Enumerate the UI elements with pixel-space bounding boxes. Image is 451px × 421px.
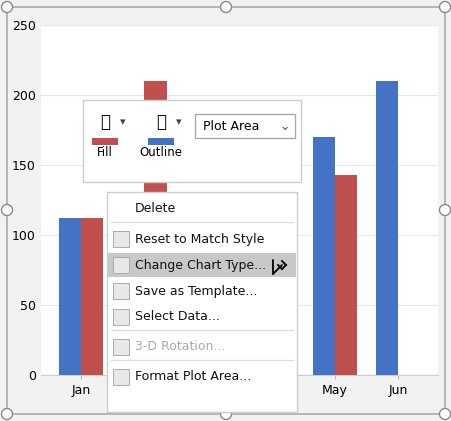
Bar — [113, 257, 129, 273]
Text: Fill: Fill — [97, 146, 113, 158]
Circle shape — [1, 408, 13, 419]
Circle shape — [220, 2, 231, 13]
Bar — [113, 339, 129, 355]
Text: ⌄: ⌄ — [279, 120, 290, 133]
Text: Reset to Match Style: Reset to Match Style — [135, 232, 264, 245]
Text: Save as Template...: Save as Template... — [135, 285, 257, 298]
Bar — [147, 138, 174, 145]
Bar — [249, 280, 271, 375]
Text: 3-D Rotation...: 3-D Rotation... — [135, 341, 225, 354]
Bar — [113, 283, 129, 299]
Text: Select Data...: Select Data... — [135, 311, 219, 323]
Circle shape — [438, 408, 450, 419]
Bar — [113, 309, 129, 325]
Text: 🖊: 🖊 — [156, 113, 166, 131]
Text: 🪣: 🪣 — [100, 113, 110, 131]
Bar — [334, 175, 356, 375]
Bar — [113, 369, 129, 385]
FancyBboxPatch shape — [83, 100, 300, 182]
Bar — [108, 253, 295, 277]
Bar — [122, 280, 144, 375]
Text: Change Chart Type...: Change Chart Type... — [135, 258, 266, 272]
Text: Format Plot Area...: Format Plot Area... — [135, 370, 251, 384]
Bar — [92, 138, 118, 145]
Bar — [59, 218, 81, 375]
Text: ▾: ▾ — [120, 117, 125, 127]
Circle shape — [438, 205, 450, 216]
Bar — [81, 218, 103, 375]
FancyBboxPatch shape — [194, 114, 295, 138]
Bar — [312, 137, 334, 375]
Text: Outline: Outline — [139, 146, 182, 158]
Bar — [113, 231, 129, 247]
Circle shape — [1, 2, 13, 13]
Text: Plot Area: Plot Area — [202, 120, 259, 133]
Text: ▾: ▾ — [176, 117, 181, 127]
Circle shape — [220, 408, 231, 419]
Bar — [375, 81, 397, 375]
Bar — [144, 81, 166, 375]
Bar — [185, 280, 207, 375]
Circle shape — [438, 2, 450, 13]
FancyBboxPatch shape — [107, 192, 296, 412]
Circle shape — [1, 205, 13, 216]
Text: Delete: Delete — [135, 203, 176, 216]
